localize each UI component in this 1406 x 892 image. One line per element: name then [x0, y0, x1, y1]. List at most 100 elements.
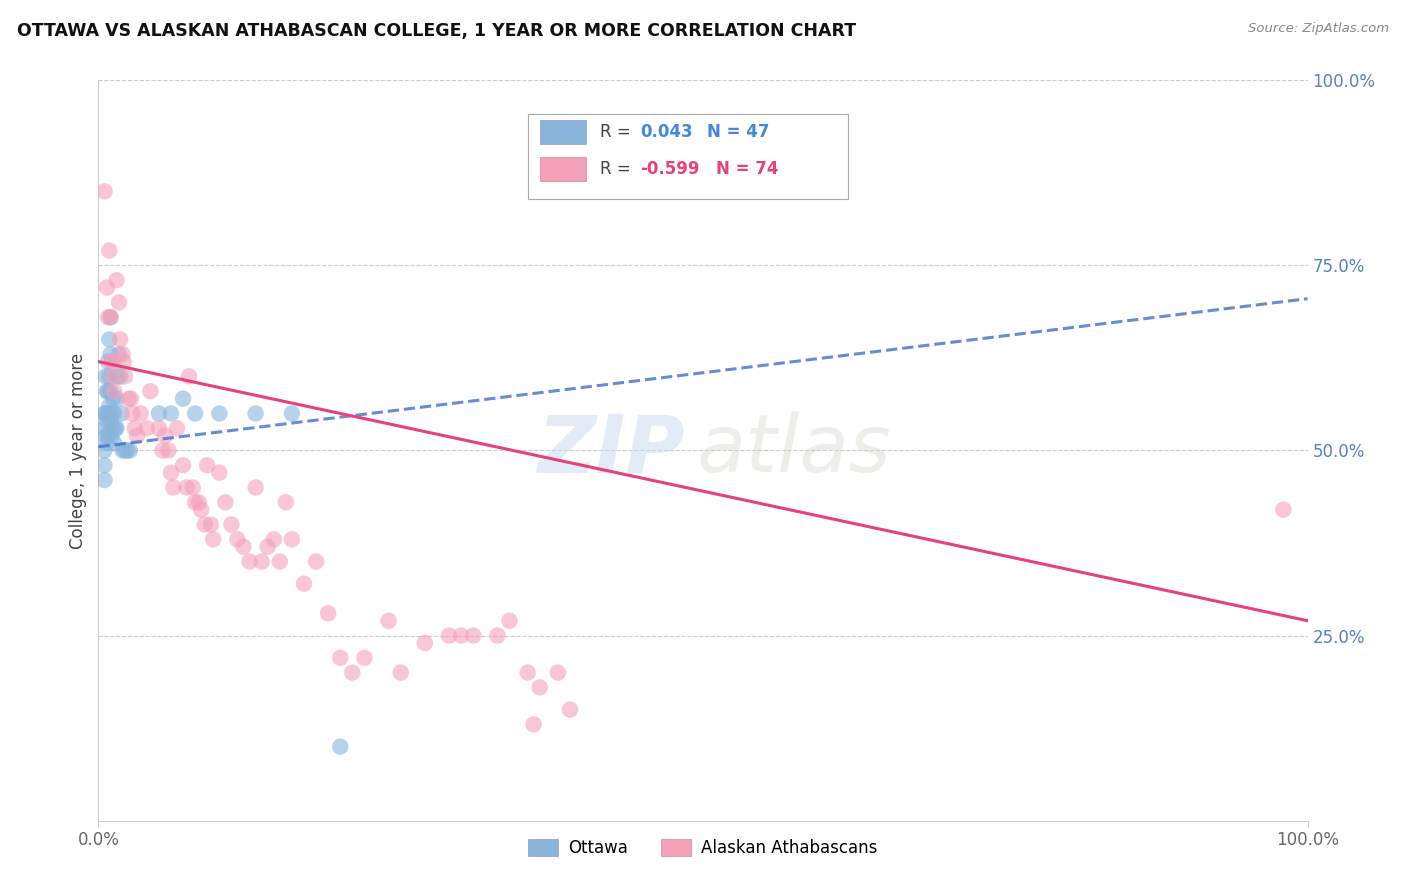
Point: [172, 458, 194, 473]
Point: [118, 392, 141, 406]
Point: [316, 607, 339, 621]
Point: [98, 399, 121, 413]
Point: [202, 533, 225, 547]
Point: [97, 384, 120, 399]
Point: [353, 650, 375, 665]
Point: [114, 369, 136, 384]
Point: [100, 428, 122, 442]
Point: [450, 628, 472, 642]
Point: [232, 540, 254, 554]
Text: atlas: atlas: [697, 411, 891, 490]
Point: [239, 555, 262, 569]
Point: [226, 533, 249, 547]
Point: [274, 495, 297, 509]
Point: [256, 540, 278, 554]
Point: [281, 407, 304, 421]
Point: [486, 628, 509, 642]
Point: [108, 295, 131, 310]
Point: [463, 628, 485, 642]
Point: [101, 369, 124, 384]
Point: [127, 428, 149, 442]
Point: [98, 332, 121, 346]
Point: [93, 421, 115, 435]
Point: [176, 480, 198, 494]
Point: [112, 354, 135, 368]
Point: [184, 495, 207, 509]
Point: [498, 614, 520, 628]
Point: [98, 369, 121, 384]
Point: [105, 392, 128, 406]
Point: [148, 407, 170, 421]
Point: [181, 480, 204, 494]
Point: [101, 354, 124, 368]
Point: [190, 502, 212, 516]
Point: [105, 273, 128, 287]
Point: [120, 392, 142, 406]
Point: [208, 407, 231, 421]
Text: Source: ZipAtlas.com: Source: ZipAtlas.com: [1249, 22, 1389, 36]
Point: [200, 517, 222, 532]
Point: [107, 369, 129, 384]
Point: [100, 310, 122, 325]
Point: [96, 384, 118, 399]
Point: [269, 555, 291, 569]
Point: [96, 280, 118, 294]
Point: [98, 244, 121, 258]
Point: [342, 665, 364, 680]
Text: R =: R =: [600, 161, 637, 178]
Point: [281, 533, 304, 547]
Point: [157, 443, 180, 458]
Text: R =: R =: [600, 123, 637, 141]
Point: [250, 555, 273, 569]
Y-axis label: College, 1 year or more: College, 1 year or more: [69, 352, 87, 549]
Point: [124, 421, 146, 435]
Point: [529, 681, 551, 695]
Point: [117, 443, 139, 458]
Point: [179, 369, 201, 384]
Point: [108, 332, 131, 346]
Point: [516, 665, 538, 680]
Point: [111, 347, 134, 361]
Point: [329, 650, 352, 665]
Point: [187, 495, 209, 509]
Text: OTTAWA VS ALASKAN ATHABASCAN COLLEGE, 1 YEAR OR MORE CORRELATION CHART: OTTAWA VS ALASKAN ATHABASCAN COLLEGE, 1 …: [17, 22, 856, 40]
Point: [214, 495, 236, 509]
Point: [245, 407, 267, 421]
Point: [103, 436, 125, 450]
Point: [100, 310, 122, 325]
Point: [93, 473, 115, 487]
FancyBboxPatch shape: [540, 157, 586, 181]
Point: [121, 407, 143, 421]
Point: [101, 421, 124, 435]
Point: [148, 421, 170, 435]
FancyBboxPatch shape: [540, 120, 586, 144]
Point: [437, 628, 460, 642]
Point: [93, 407, 115, 421]
Point: [135, 421, 157, 435]
Point: [105, 421, 128, 435]
Point: [94, 369, 117, 384]
Point: [93, 184, 115, 198]
Point: [118, 443, 141, 458]
Point: [305, 555, 328, 569]
Point: [100, 354, 122, 368]
Text: N = 74: N = 74: [716, 161, 779, 178]
Point: [100, 384, 122, 399]
Point: [208, 466, 231, 480]
Point: [93, 458, 115, 473]
Point: [100, 414, 122, 428]
Point: [96, 414, 118, 428]
Point: [153, 428, 176, 442]
Point: [108, 369, 131, 384]
Point: [100, 407, 122, 421]
Text: 0.043: 0.043: [640, 123, 693, 141]
Point: [160, 407, 183, 421]
Point: [103, 384, 125, 399]
Point: [96, 436, 118, 450]
Point: [110, 407, 132, 421]
Point: [160, 466, 183, 480]
Text: -0.599: -0.599: [640, 161, 700, 178]
Text: ZIP: ZIP: [537, 411, 685, 490]
Point: [329, 739, 352, 754]
Point: [1272, 502, 1295, 516]
